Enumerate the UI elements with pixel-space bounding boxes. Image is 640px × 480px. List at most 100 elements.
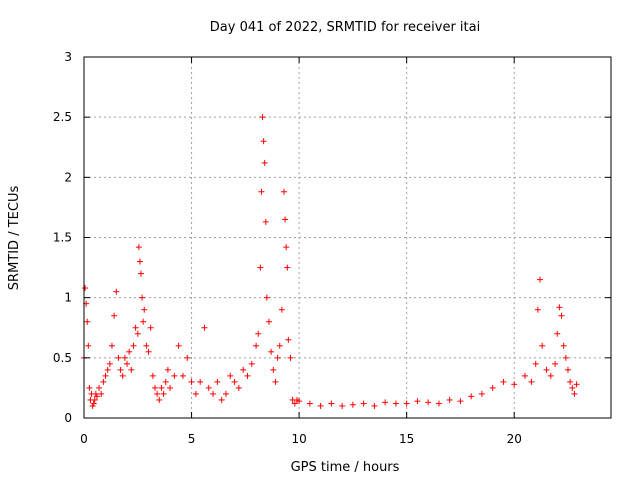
data-point <box>573 381 580 388</box>
data-point <box>167 384 174 391</box>
data-point <box>126 348 133 355</box>
data-point <box>534 306 541 313</box>
y-tick-label: 3 <box>64 50 72 64</box>
y-tick-label: 1.5 <box>53 231 72 245</box>
data-point <box>278 306 285 313</box>
data-point <box>113 288 120 295</box>
data-point <box>547 372 554 379</box>
data-point <box>282 216 289 223</box>
y-tick-label: 0 <box>64 411 72 425</box>
data-point <box>554 330 561 337</box>
data-point <box>130 342 137 349</box>
data-point <box>104 366 111 373</box>
data-point <box>262 218 269 225</box>
data-point <box>274 354 281 361</box>
data-point <box>218 396 225 403</box>
grid <box>84 57 611 418</box>
data-point <box>261 159 268 166</box>
data-point <box>121 354 128 361</box>
data-point <box>98 390 105 397</box>
data-point <box>93 393 100 400</box>
data-point <box>552 360 559 367</box>
x-tick-label: 20 <box>507 432 522 446</box>
data-point <box>317 402 324 409</box>
data-point <box>179 372 186 379</box>
data-point <box>156 396 163 403</box>
data-point <box>371 402 378 409</box>
axis-ticks <box>83 56 611 419</box>
data-point <box>263 294 270 301</box>
data-point <box>222 390 229 397</box>
data-point <box>100 378 107 385</box>
data-point <box>149 372 156 379</box>
data-point <box>85 342 92 349</box>
data-point <box>136 258 143 265</box>
data-point <box>543 366 550 373</box>
data-point <box>457 398 464 405</box>
data-point <box>532 360 539 367</box>
y-tick-label: 2 <box>64 170 72 184</box>
data-point <box>382 399 389 406</box>
data-point <box>128 366 135 373</box>
data-point <box>192 390 199 397</box>
data-point <box>435 400 442 407</box>
data-point <box>84 318 91 325</box>
data-point <box>571 390 578 397</box>
data-point <box>556 304 563 311</box>
data-point <box>569 384 576 391</box>
data-point <box>560 342 567 349</box>
data-point <box>287 354 294 361</box>
x-axis-label: GPS time / hours <box>291 460 400 475</box>
data-point <box>162 378 169 385</box>
data-point <box>151 384 158 391</box>
data-point <box>558 312 565 319</box>
data-point <box>171 372 178 379</box>
data-point <box>106 360 113 367</box>
data-point <box>403 400 410 407</box>
data-point <box>468 393 475 400</box>
x-tick-labels: 0 5 10 15 20 <box>80 432 522 446</box>
data-point <box>564 366 571 373</box>
data-point <box>145 348 152 355</box>
x-tick-label: 15 <box>399 432 414 446</box>
data-point <box>521 372 528 379</box>
data-point <box>115 354 122 361</box>
data-point <box>283 244 290 251</box>
data-point <box>260 138 267 145</box>
data-point <box>135 244 142 251</box>
data-point <box>425 399 432 406</box>
data-points <box>81 114 580 409</box>
y-tick-label: 1 <box>64 291 72 305</box>
data-point <box>210 390 217 397</box>
data-point <box>231 378 238 385</box>
data-point <box>528 378 535 385</box>
data-point <box>102 372 109 379</box>
data-point <box>248 360 255 367</box>
data-point <box>132 324 139 331</box>
data-point <box>276 342 283 349</box>
data-point <box>259 114 266 121</box>
data-point <box>164 366 171 373</box>
data-point <box>291 400 298 407</box>
data-point <box>227 372 234 379</box>
data-point <box>285 336 292 343</box>
data-point <box>328 400 335 407</box>
data-point <box>500 378 507 385</box>
data-point <box>82 285 89 292</box>
data-point <box>253 342 260 349</box>
x-tick-label: 5 <box>188 432 196 446</box>
data-point <box>244 372 251 379</box>
data-point <box>284 264 291 271</box>
y-tick-labels: 0 0.5 1 1.5 2 2.5 3 <box>53 50 72 425</box>
data-point <box>141 306 148 313</box>
data-point <box>124 360 131 367</box>
data-point <box>119 372 126 379</box>
data-point <box>392 400 399 407</box>
data-point <box>478 390 485 397</box>
data-point <box>270 366 277 373</box>
data-point <box>265 318 272 325</box>
data-point <box>197 378 204 385</box>
data-point <box>140 318 147 325</box>
data-point <box>111 312 118 319</box>
x-tick-label: 10 <box>291 432 306 446</box>
